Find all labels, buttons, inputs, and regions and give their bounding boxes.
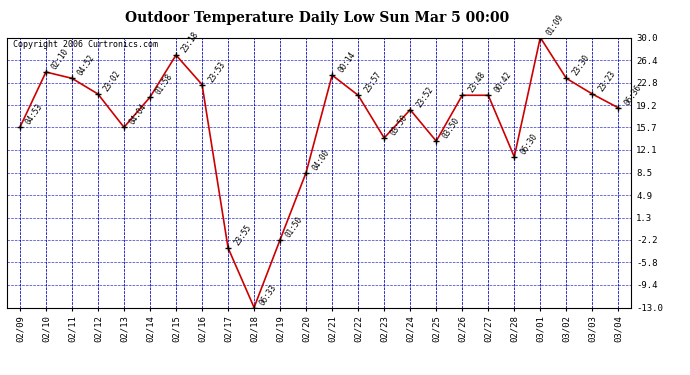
Text: 01:58: 01:58 — [154, 72, 175, 96]
Text: 00:42: 00:42 — [493, 70, 513, 94]
Text: 23:23: 23:23 — [596, 69, 617, 93]
Text: 04:00: 04:00 — [310, 148, 331, 172]
Text: 06:30: 06:30 — [518, 132, 539, 156]
Text: 23:18: 23:18 — [180, 30, 201, 54]
Text: 06:36: 06:36 — [622, 83, 643, 107]
Text: 03:50: 03:50 — [440, 116, 461, 140]
Text: 23:30: 23:30 — [571, 53, 591, 78]
Text: Copyright 2006 Curtronics.com: Copyright 2006 Curtronics.com — [13, 40, 158, 49]
Text: 06:33: 06:33 — [258, 283, 279, 307]
Text: 00:14: 00:14 — [336, 50, 357, 74]
Text: 01:50: 01:50 — [284, 215, 305, 239]
Text: 04:52: 04:52 — [76, 53, 97, 78]
Text: 23:02: 23:02 — [102, 69, 123, 93]
Text: 03:50: 03:50 — [388, 113, 409, 137]
Text: 23:52: 23:52 — [415, 85, 435, 109]
Text: 04:04: 04:04 — [128, 102, 149, 126]
Text: 01:09: 01:09 — [544, 13, 565, 37]
Text: 04:53: 04:53 — [24, 102, 45, 126]
Text: 23:55: 23:55 — [233, 223, 253, 247]
Text: 23:53: 23:53 — [206, 60, 227, 84]
Text: 02:10: 02:10 — [50, 47, 71, 71]
Text: Outdoor Temperature Daily Low Sun Mar 5 00:00: Outdoor Temperature Daily Low Sun Mar 5 … — [126, 11, 509, 25]
Text: 23:57: 23:57 — [362, 70, 383, 94]
Text: 23:48: 23:48 — [466, 70, 487, 94]
